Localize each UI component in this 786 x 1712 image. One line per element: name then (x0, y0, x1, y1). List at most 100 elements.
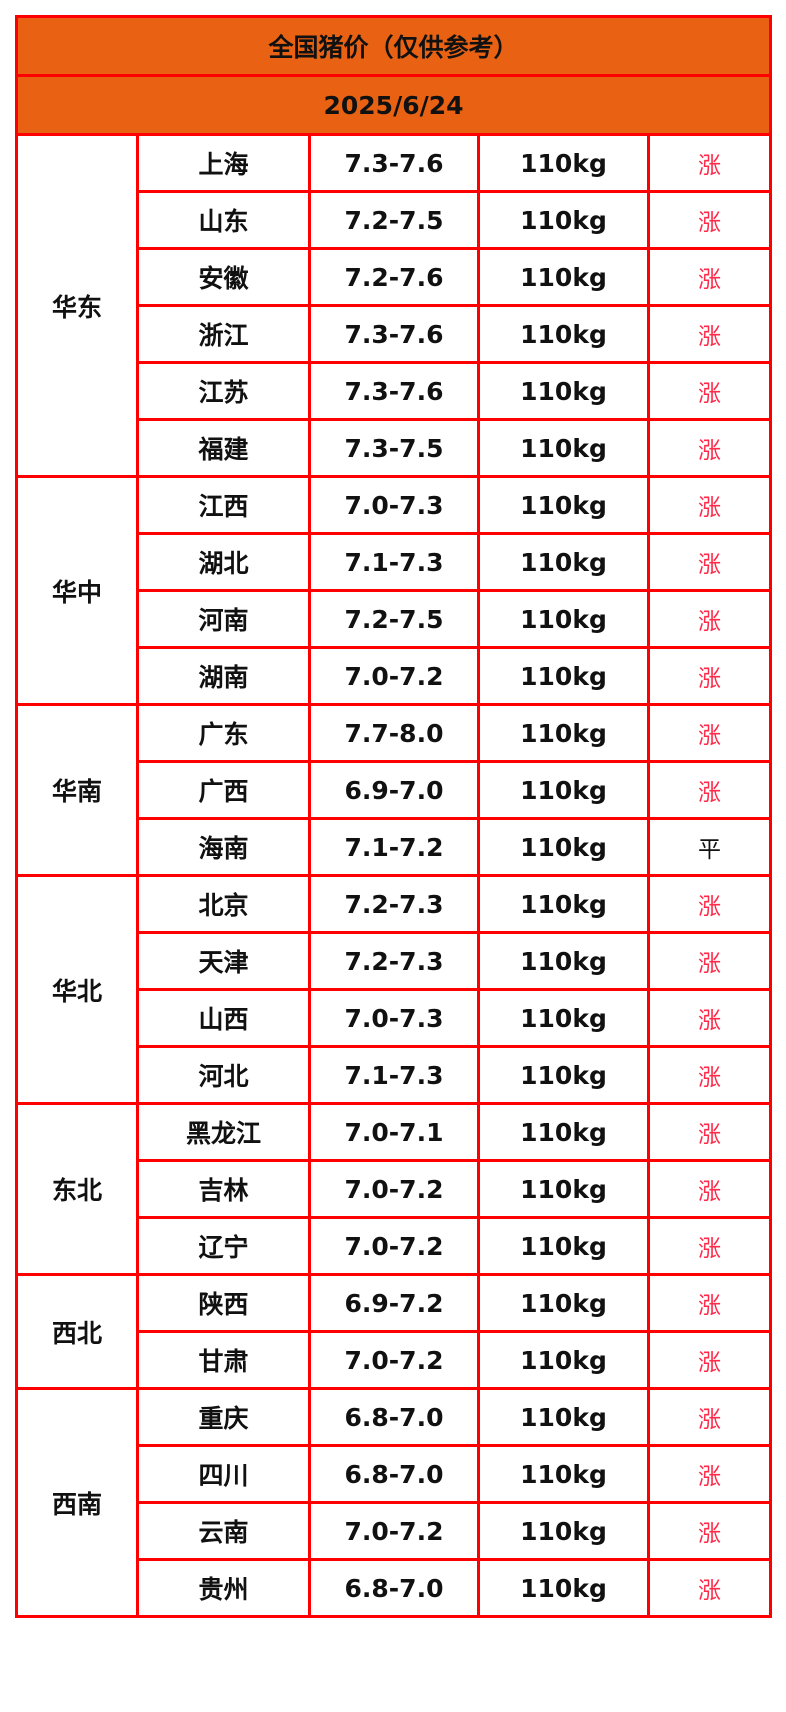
table-row: 广西 6.9-7.0 110kg 涨 (17, 760, 773, 820)
province-cell: 江苏 (136, 361, 311, 421)
trend-cell: 涨 (646, 475, 773, 535)
weight-cell: 110kg (477, 418, 650, 478)
weight-cell: 110kg (477, 1444, 650, 1504)
weight-cell: 110kg (477, 988, 650, 1048)
province-cell: 黑龙江 (136, 1102, 311, 1162)
region-cell: 西北 (15, 1273, 139, 1390)
table-title: 全国猪价（仅供参考） (14, 15, 773, 77)
province-cell: 河北 (136, 1045, 311, 1105)
price-cell: 7.1-7.3 (308, 1045, 480, 1105)
province-cell: 贵州 (136, 1558, 311, 1618)
price-cell: 7.3-7.6 (308, 304, 480, 364)
weight-cell: 110kg (477, 532, 650, 592)
province-cell: 山东 (136, 190, 311, 250)
trend-cell: 涨 (646, 1330, 773, 1390)
province-cell: 上海 (136, 133, 311, 193)
province-cell: 江西 (136, 475, 311, 535)
trend-cell: 涨 (646, 190, 773, 250)
price-cell: 7.0-7.2 (308, 646, 480, 706)
province-cell: 北京 (136, 874, 311, 934)
trend-cell: 平 (646, 817, 773, 877)
trend-cell: 涨 (646, 1159, 773, 1219)
table-row: 海南 7.1-7.2 110kg 平 (17, 817, 773, 877)
table-row: 江苏 7.3-7.6 110kg 涨 (17, 361, 773, 421)
province-cell: 山西 (136, 988, 311, 1048)
weight-cell: 110kg (477, 1330, 650, 1390)
trend-cell: 涨 (646, 1045, 773, 1105)
region-cell: 华北 (15, 874, 139, 1105)
trend-cell: 涨 (646, 133, 773, 193)
weight-cell: 110kg (477, 1273, 650, 1333)
province-cell: 福建 (136, 418, 311, 478)
table-row: 华中 江西 7.0-7.3 110kg 涨 (15, 475, 773, 706)
weight-cell: 110kg (477, 1501, 650, 1561)
price-cell: 7.0-7.2 (308, 1501, 480, 1561)
table-row: 山西 7.0-7.3 110kg 涨 (17, 988, 773, 1048)
trend-cell: 涨 (646, 532, 773, 592)
pig-price-table: 全国猪价（仅供参考） 2025/6/24 华东 上海 7.3-7.6 110kg 涨山东… (14, 15, 773, 1618)
province-cell: 广西 (136, 760, 311, 820)
trend-cell: 涨 (646, 304, 773, 364)
price-cell: 7.0-7.2 (308, 1330, 480, 1390)
price-cell: 7.0-7.3 (308, 988, 480, 1048)
table-row: 华南 广东 7.7-8.0 110kg 涨 (15, 703, 773, 877)
region-cell: 东北 (15, 1102, 139, 1276)
weight-cell: 110kg (477, 304, 650, 364)
table-row: 河北 7.1-7.3 110kg 涨 (17, 1045, 773, 1105)
province-cell: 河南 (136, 589, 311, 649)
price-cell: 6.8-7.0 (308, 1444, 480, 1504)
table-row: 华东 上海 7.3-7.6 110kg 涨 (15, 133, 773, 478)
price-cell: 7.1-7.3 (308, 532, 480, 592)
trend-cell: 涨 (646, 1387, 773, 1447)
province-cell: 天津 (136, 931, 311, 991)
price-cell: 6.9-7.0 (308, 760, 480, 820)
trend-cell: 涨 (646, 931, 773, 991)
trend-cell: 涨 (646, 418, 773, 478)
region-cell: 华东 (15, 133, 139, 478)
table-row: 湖南 7.0-7.2 110kg 涨 (17, 646, 773, 706)
price-cell: 7.1-7.2 (308, 817, 480, 877)
weight-cell: 110kg (477, 760, 650, 820)
weight-cell: 110kg (477, 190, 650, 250)
table-row: 东北 黑龙江 7.0-7.1 110kg 涨 (15, 1102, 773, 1276)
table-row: 华北 北京 7.2-7.3 110kg 涨 (15, 874, 773, 1105)
province-cell: 湖南 (136, 646, 311, 706)
province-cell: 海南 (136, 817, 311, 877)
table-row: 贵州 6.8-7.0 110kg 涨 (17, 1558, 773, 1618)
price-cell: 7.2-7.3 (308, 931, 480, 991)
table-row: 西北 陕西 6.9-7.2 110kg 涨 (15, 1273, 773, 1390)
province-cell: 陕西 (136, 1273, 311, 1333)
price-cell: 7.3-7.6 (308, 133, 480, 193)
weight-cell: 110kg (477, 1045, 650, 1105)
trend-cell: 涨 (646, 646, 773, 706)
weight-cell: 110kg (477, 1102, 650, 1162)
table-row: 天津 7.2-7.3 110kg 涨 (17, 931, 773, 991)
province-cell: 浙江 (136, 304, 311, 364)
weight-cell: 110kg (477, 874, 650, 934)
province-cell: 广东 (136, 703, 311, 763)
weight-cell: 110kg (477, 247, 650, 307)
trend-cell: 涨 (646, 361, 773, 421)
province-cell: 湖北 (136, 532, 311, 592)
table-row: 吉林 7.0-7.2 110kg 涨 (17, 1159, 773, 1219)
table-row: 四川 6.8-7.0 110kg 涨 (17, 1444, 773, 1504)
province-cell: 四川 (136, 1444, 311, 1504)
weight-cell: 110kg (477, 589, 650, 649)
trend-cell: 涨 (646, 874, 773, 934)
price-cell: 7.7-8.0 (308, 703, 480, 763)
price-cell: 7.2-7.3 (308, 874, 480, 934)
weight-cell: 110kg (477, 1159, 650, 1219)
price-cell: 7.2-7.5 (308, 589, 480, 649)
weight-cell: 110kg (477, 1387, 650, 1447)
price-cell: 6.9-7.2 (308, 1273, 480, 1333)
price-cell: 7.2-7.5 (308, 190, 480, 250)
trend-cell: 涨 (646, 703, 773, 763)
table-row: 云南 7.0-7.2 110kg 涨 (17, 1501, 773, 1561)
trend-cell: 涨 (646, 1273, 773, 1333)
province-cell: 安徽 (136, 247, 311, 307)
trend-cell: 涨 (646, 1216, 773, 1276)
trend-cell: 涨 (646, 760, 773, 820)
trend-cell: 涨 (646, 1501, 773, 1561)
price-cell: 6.8-7.0 (308, 1387, 480, 1447)
table-date: 2025/6/24 (14, 74, 773, 136)
